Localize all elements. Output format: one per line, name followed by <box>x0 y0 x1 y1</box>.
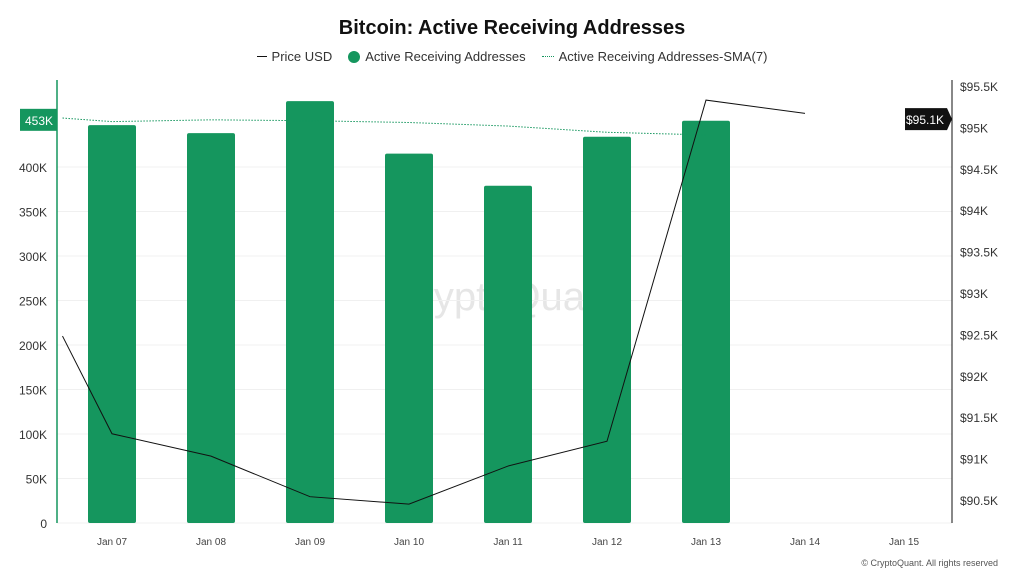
bar <box>583 136 631 524</box>
right-tick-label: $90.5K <box>960 494 998 508</box>
left-tick-label: 200K <box>19 339 47 353</box>
dotted-line-swatch-icon <box>541 56 554 57</box>
current-value-badge-left <box>20 108 57 131</box>
left-tick-label: 350K <box>19 206 47 220</box>
x-tick-label: Jan 15 <box>889 537 919 548</box>
current-value-left: 453K <box>25 114 53 128</box>
left-tick-label: 0 <box>40 517 47 531</box>
right-tick-label: $95K <box>960 121 988 135</box>
x-tick-label: Jan 10 <box>394 537 424 548</box>
price-line <box>62 99 806 505</box>
x-tick-label: Jan 12 <box>592 537 622 548</box>
right-tick-label: $94K <box>960 204 988 218</box>
legend-item-addresses[interactable]: Active Receiving Addresses <box>348 49 526 64</box>
left-tick-label: 400K <box>19 161 47 175</box>
x-tick-label: Jan 13 <box>691 537 721 548</box>
right-tick-label: $91.5K <box>960 411 998 425</box>
left-tick-label: 100K <box>19 428 47 442</box>
left-tick-label: 150K <box>19 384 47 398</box>
sma-line <box>62 117 707 136</box>
legend: Price USD Active Receiving Addresses Act… <box>0 49 1024 64</box>
right-tick-label: $93.5K <box>960 246 998 260</box>
legend-label: Price USD <box>271 49 333 64</box>
legend-item-sma[interactable]: Active Receiving Addresses-SMA(7) <box>541 49 768 64</box>
bar <box>484 185 532 523</box>
bar <box>682 120 730 523</box>
bar <box>385 153 433 523</box>
legend-item-price[interactable]: Price USD <box>256 49 333 64</box>
bar <box>286 101 334 523</box>
right-tick-label: $95.5K <box>960 80 998 94</box>
legend-label: Active Receiving Addresses-SMA(7) <box>558 49 768 64</box>
circle-swatch-icon <box>348 50 361 63</box>
x-tick-label: Jan 09 <box>295 537 325 548</box>
x-tick-label: Jan 08 <box>196 537 226 548</box>
bar <box>187 133 235 523</box>
left-tick-label: 300K <box>19 250 47 264</box>
current-value-badge-right <box>905 108 952 131</box>
right-tick-label: $92K <box>960 370 988 384</box>
right-tick-label: $94.5K <box>960 163 998 177</box>
chart-title: Bitcoin: Active Receiving Addresses <box>338 17 686 39</box>
right-tick-label: $92.5K <box>960 328 998 342</box>
x-tick-label: Jan 14 <box>790 537 820 548</box>
left-tick-label: 50K <box>26 473 47 487</box>
copyright: © CryptoQuant. All rights reserved <box>861 558 998 568</box>
right-tick-label: $93K <box>960 287 988 301</box>
line-swatch-icon <box>256 56 267 57</box>
x-tick-label: Jan 07 <box>97 537 127 548</box>
x-tick-label: Jan 11 <box>493 537 523 548</box>
left-tick-label: 250K <box>19 295 47 309</box>
current-value-right: $95.1K <box>906 113 944 127</box>
legend-label: Active Receiving Addresses <box>365 49 526 64</box>
right-tick-label: $91K <box>960 453 988 467</box>
bar <box>88 125 136 524</box>
